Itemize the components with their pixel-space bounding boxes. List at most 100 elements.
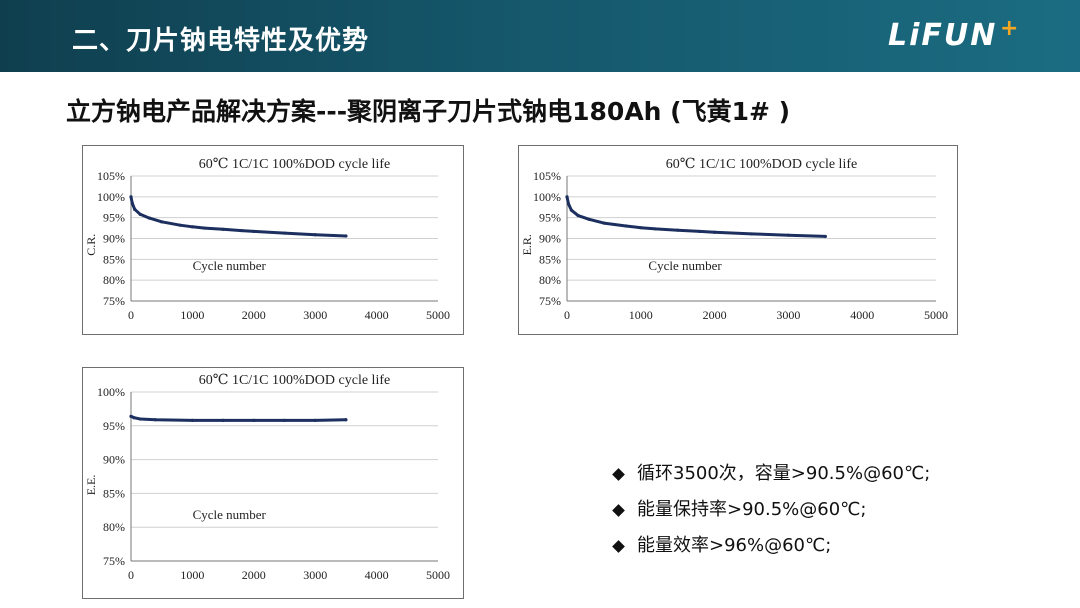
chart-svg-ee: 60℃ 1C/1C 100%DOD cycle life 75% 80% 85% 90%… [84,373,450,582]
y-tick-label: 85% [103,486,125,500]
x-tick-label: 2000 [242,568,266,582]
data-point [147,216,152,220]
bullet-text: 能量保持率>90.5%@60℃; [637,499,867,520]
x-tick-label: 1000 [629,308,653,322]
series-line [129,195,348,238]
data-point [566,202,571,206]
lifun-logo: LiFUN [888,18,998,53]
y-tick-label: 85% [539,252,561,266]
bullet-text: 循环3500次，容量>90.5%@60℃; [637,463,931,484]
data-point [713,230,717,234]
header-bar: 二、刀片钠电特性及优势 LiFUN + [0,0,1080,72]
bullet-item: 循环3500次，容量>90.5%@60℃; [612,456,930,492]
x-tick-label: 4000 [365,568,389,582]
y-tick-label: 95% [539,211,561,225]
data-point [823,234,827,239]
y-tick-label: 105% [533,169,561,183]
data-point [639,226,643,230]
bullet-text: 能量效率>96%@60℃; [637,535,832,556]
data-point [786,233,790,237]
data-point [203,226,207,230]
y-tick-label: 80% [539,273,561,287]
data-point [153,418,158,422]
y-axis-label: E.E. [84,475,98,496]
series-line [565,195,827,238]
capacity-retention-chart: 60℃ 1C/1C 100%DOD cycle life 75% 80% 85% 90%… [82,145,464,335]
data-point [239,228,244,233]
data-point [698,229,702,234]
x-tick-label: 0 [128,308,134,322]
x-axis-label: Cycle number [193,507,267,522]
x-axis-label: Cycle number [193,258,267,273]
diamond-bullet-icon [612,467,625,481]
bullet-item: 能量效率>96%@60℃; [612,528,930,564]
x-axis-label: Cycle number [648,258,722,273]
y-tick-label: 75% [103,554,125,568]
y-tick-label: 75% [539,294,561,308]
x-tick-label: 1000 [180,568,204,582]
chart-svg-cr: 60℃ 1C/1C 100%DOD cycle life 75% 80% 85% 90%… [84,157,450,322]
chart-title: 60℃ 1C/1C 100%DOD cycle life [199,373,390,388]
x-tick-label: 3000 [303,568,327,582]
x-tick-label: 0 [128,568,134,582]
diamond-bullet-icon [612,539,625,553]
y-tick-label: 90% [103,453,125,467]
bullet-item: 能量保持率>90.5%@60℃; [612,492,930,528]
x-tick-label: 4000 [850,308,874,322]
energy-efficiency-chart: 60℃ 1C/1C 100%DOD cycle life 75% 80% 85% 90%… [82,367,464,599]
slide-subtitle: 立方钠电产品解决方案---聚阴离子刀片式钠电180Ah (飞黄1# ) [66,97,791,126]
data-point [178,223,182,227]
y-axis-label: C.R. [84,234,98,256]
data-point [313,233,317,237]
data-point [587,217,591,221]
y-tick-label: 80% [103,273,125,287]
data-point [138,417,142,421]
data-point [130,201,134,205]
data-point [190,225,194,229]
y-tick-label: 85% [103,252,125,266]
data-point [749,232,754,236]
data-point [129,195,133,199]
y-tick-label: 95% [103,211,125,225]
chart-title: 60℃ 1C/1C 100%DOD cycle life [666,157,857,172]
chart-svg-er: 60℃ 1C/1C 100%DOD cycle life 75% 80% 85% 90%… [520,157,948,322]
data-point [282,231,287,235]
y-tick-label: 105% [97,169,125,183]
chart-title: 60℃ 1C/1C 100%DOD cycle life [199,157,390,172]
x-tick-label: 5000 [426,308,450,322]
data-point [565,195,569,199]
x-tick-label: 3000 [303,308,327,322]
x-tick-label: 5000 [924,308,948,322]
x-tick-label: 3000 [776,308,800,322]
y-tick-label: 100% [97,385,125,399]
y-axis-label: E.R. [520,234,534,255]
data-point [252,229,256,234]
x-tick-label: 0 [564,308,570,322]
x-tick-label: 2000 [242,308,266,322]
data-point [576,213,580,218]
data-point [132,416,136,420]
data-point [221,227,225,231]
data-point [653,227,658,231]
data-point [313,418,317,422]
y-tick-label: 95% [103,419,125,433]
y-tick-label: 100% [97,190,125,204]
data-point [282,418,287,422]
data-point [129,414,133,418]
x-tick-label: 4000 [365,308,389,322]
logo-plus-mark: + [1000,16,1019,41]
y-tick-label: 90% [103,232,125,246]
data-point [133,207,137,211]
data-point [221,418,225,422]
energy-retention-chart: 60℃ 1C/1C 100%DOD cycle life 75% 80% 85% 90%… [518,145,958,335]
data-point [624,224,628,228]
data-point [190,418,194,422]
x-tick-label: 5000 [426,568,450,582]
y-tick-label: 100% [533,190,561,204]
diamond-bullet-icon [612,503,625,517]
data-point [160,220,164,224]
y-tick-label: 80% [103,520,125,534]
data-point [344,418,348,422]
data-point [252,418,256,422]
y-tick-label: 90% [539,232,561,246]
